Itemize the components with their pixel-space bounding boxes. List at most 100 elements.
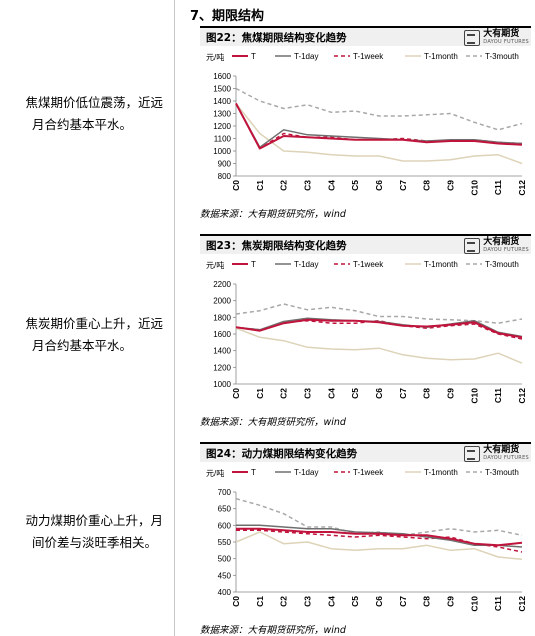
y-tick-label: 2000 bbox=[213, 297, 231, 306]
x-tick-label: C2 bbox=[279, 388, 289, 399]
series-line-t-1week bbox=[235, 319, 523, 340]
y-tick-label: 900 bbox=[218, 160, 232, 169]
y-tick-label: 1200 bbox=[213, 363, 231, 372]
x-tick-label: C0 bbox=[231, 596, 241, 607]
x-tick-label: C7 bbox=[398, 388, 408, 399]
x-tick-label: C12 bbox=[517, 388, 527, 404]
y-tick-label: 500 bbox=[218, 555, 232, 564]
legend-label: T bbox=[251, 52, 256, 61]
legend-label: T-1day bbox=[294, 468, 318, 477]
company-logo: 大有期货 DAYOU FUTURES bbox=[464, 238, 529, 254]
legend-label: T-1week bbox=[353, 260, 384, 269]
legend-label: T-3mouth bbox=[485, 468, 519, 477]
legend-label: T bbox=[251, 468, 256, 477]
chart-plot-22: 元/吨 T T-1day T-1week T-1month T-3mouth 800 900 1… bbox=[206, 52, 527, 196]
chart-source: 数据来源：大有期货研究所，wind bbox=[200, 209, 346, 220]
y-axis-unit: 元/吨 bbox=[206, 468, 224, 478]
x-tick-label: C12 bbox=[517, 596, 527, 612]
x-tick-label: C1 bbox=[255, 388, 265, 399]
logo-text-en: DAYOU FUTURES bbox=[483, 247, 529, 253]
y-tick-label: 600 bbox=[218, 521, 232, 530]
y-axis-unit: 元/吨 bbox=[206, 52, 224, 62]
sidebar-text-line: 动力煤期价重心上升，月 bbox=[25, 513, 163, 528]
x-tick-label: C0 bbox=[231, 388, 241, 399]
x-tick-label: C7 bbox=[398, 180, 408, 191]
series-line-t-1month bbox=[235, 103, 523, 165]
chart-header: 图23：焦炭期限结构变化趋势 大有期货 DAYOU FUTURES bbox=[200, 234, 531, 254]
y-tick-label: 550 bbox=[218, 538, 232, 547]
x-tick-label: C10 bbox=[469, 388, 479, 404]
x-tick-label: C3 bbox=[303, 388, 313, 399]
y-tick-label: 1200 bbox=[213, 122, 231, 131]
y-tick-label: 1000 bbox=[213, 147, 231, 156]
y-tick-label: 2200 bbox=[213, 280, 231, 289]
y-tick-label: 800 bbox=[218, 172, 232, 181]
chart-header: 图22：焦煤期限结构变化趋势 大有期货 DAYOU FUTURES bbox=[200, 26, 531, 46]
x-tick-label: C6 bbox=[374, 388, 384, 399]
y-tick-label: 1600 bbox=[213, 330, 231, 339]
y-tick-label: 1500 bbox=[213, 85, 231, 94]
legend-label: T-3mouth bbox=[485, 52, 519, 61]
series-line-t-1day bbox=[235, 103, 523, 149]
y-axis-unit: 元/吨 bbox=[206, 260, 224, 270]
series-line-t-1month bbox=[235, 531, 523, 561]
x-tick-label: C2 bbox=[279, 596, 289, 607]
series-line-t bbox=[236, 527, 523, 547]
y-tick-label: 1400 bbox=[213, 97, 231, 106]
company-logo: 大有期货 DAYOU FUTURES bbox=[464, 446, 529, 462]
chart-plot-23: 元/吨 T T-1day T-1week T-1month T-3mouth 1000 120… bbox=[206, 260, 527, 404]
chart-block-24: 图24：动力煤期限结构变化趋势 大有期货 DAYOU FUTURES 元/吨 T T-… bbox=[200, 442, 531, 636]
x-tick-label: C4 bbox=[326, 596, 336, 607]
y-tick-label: 700 bbox=[218, 488, 232, 497]
logo-icon bbox=[464, 30, 481, 46]
legend-label: T-1week bbox=[353, 468, 384, 477]
y-tick-label: 1600 bbox=[213, 72, 231, 81]
x-tick-label: C3 bbox=[303, 180, 313, 191]
x-tick-label: C12 bbox=[517, 180, 527, 196]
x-tick-label: C9 bbox=[446, 388, 456, 399]
x-tick-label: C9 bbox=[446, 596, 456, 607]
x-tick-label: C1 bbox=[255, 180, 265, 191]
logo-text-cn: 大有期货 bbox=[483, 29, 520, 39]
chart-block-22: 图22：焦煤期限结构变化趋势 大有期货 DAYOU FUTURES 元/吨 T T-1… bbox=[200, 26, 531, 220]
y-tick-label: 1000 bbox=[213, 380, 231, 389]
x-tick-label: C10 bbox=[469, 180, 479, 196]
x-tick-label: C5 bbox=[350, 180, 360, 191]
x-tick-label: C8 bbox=[422, 596, 432, 607]
x-tick-label: C7 bbox=[398, 596, 408, 607]
x-tick-label: C10 bbox=[469, 596, 479, 612]
y-tick-label: 1800 bbox=[213, 313, 231, 322]
legend-label: T-1day bbox=[294, 260, 318, 269]
x-tick-label: C8 bbox=[422, 180, 432, 191]
logo-icon bbox=[464, 238, 481, 254]
legend-label: T-1month bbox=[424, 52, 458, 61]
x-tick-label: C3 bbox=[303, 596, 313, 607]
x-tick-label: C5 bbox=[350, 596, 360, 607]
x-tick-label: C8 bbox=[422, 388, 432, 399]
y-tick-label: 450 bbox=[218, 571, 232, 580]
series-line-t-1month bbox=[235, 327, 523, 364]
chart-title: 图22：焦煤期限结构变化趋势 bbox=[206, 32, 347, 44]
logo-text-en: DAYOU FUTURES bbox=[483, 39, 529, 45]
logo-icon bbox=[464, 446, 481, 462]
chart-block-23: 图23：焦炭期限结构变化趋势 大有期货 DAYOU FUTURES 元/吨 T T-1… bbox=[200, 234, 531, 428]
x-tick-label: C11 bbox=[493, 596, 503, 611]
x-tick-label: C0 bbox=[231, 180, 241, 191]
y-tick-label: 1400 bbox=[213, 347, 231, 356]
series-line-t bbox=[235, 103, 523, 150]
chart-plot-24: 元/吨 T T-1day T-1week T-1month T-3mouth 400 450 5… bbox=[206, 468, 527, 612]
legend-label: T-3mouth bbox=[485, 260, 519, 269]
logo-text-en: DAYOU FUTURES bbox=[483, 455, 529, 461]
x-tick-label: C6 bbox=[374, 596, 384, 607]
chart-title: 图23：焦炭期限结构变化趋势 bbox=[206, 240, 347, 252]
x-tick-label: C1 bbox=[255, 596, 265, 607]
chart-title: 图24：动力煤期限结构变化趋势 bbox=[206, 448, 358, 460]
x-tick-label: C2 bbox=[279, 180, 289, 191]
y-tick-label: 1100 bbox=[214, 135, 232, 144]
legend-label: T-1week bbox=[353, 52, 384, 61]
x-tick-label: C6 bbox=[374, 180, 384, 191]
x-tick-label: C9 bbox=[446, 180, 456, 191]
legend-label: T-1month bbox=[424, 468, 458, 477]
series-line-t-1week bbox=[235, 103, 523, 150]
sidebar-paragraph-thermal-coal: 动力煤期价重心上升，月 间价差与淡旺季相关。 bbox=[0, 510, 163, 554]
